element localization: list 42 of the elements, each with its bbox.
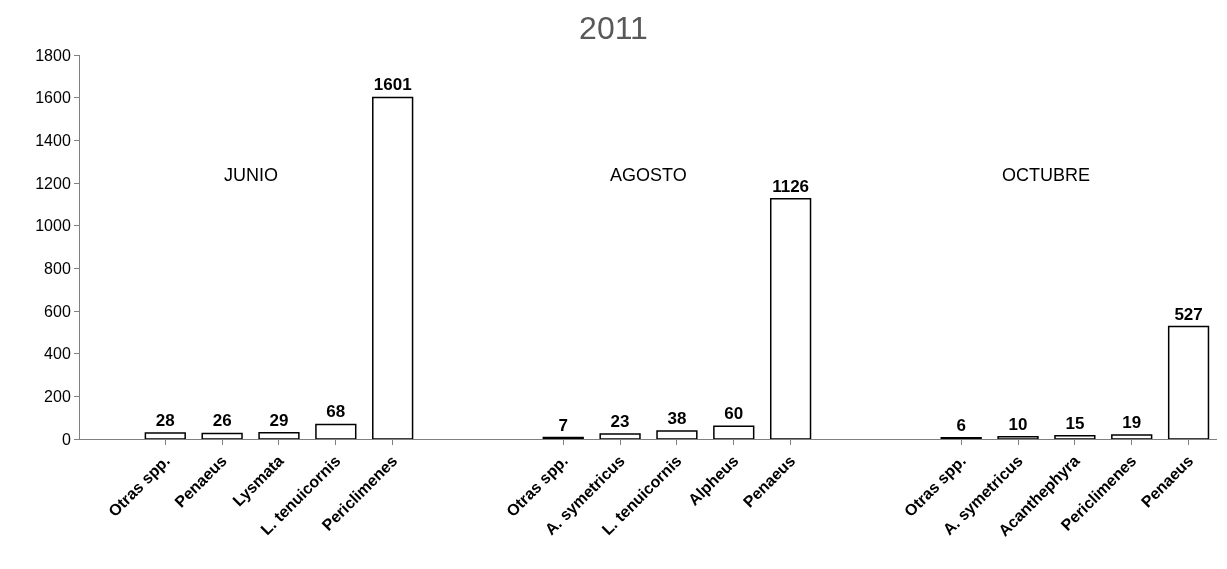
- annotation: AGOSTO: [610, 165, 687, 185]
- data-label: 23: [610, 412, 630, 432]
- data-label: 60: [724, 404, 744, 424]
- data-label: 68: [326, 402, 346, 422]
- y-tick-label: 1800: [35, 46, 71, 64]
- bar: [258, 432, 300, 439]
- data-label: 29: [269, 410, 289, 430]
- bar: [713, 425, 755, 439]
- bar: [372, 96, 414, 439]
- bar: [201, 432, 243, 439]
- annotation: OCTUBRE: [1002, 165, 1091, 185]
- y-tick-label: 1200: [35, 174, 71, 192]
- data-label: 15: [1065, 413, 1085, 433]
- data-label: 1601: [373, 75, 412, 95]
- bar: [1167, 325, 1210, 439]
- bar: [144, 432, 186, 439]
- chart-title: 2011: [579, 10, 648, 47]
- data-label: 28: [155, 411, 175, 431]
- y-tick-label: 1000: [35, 217, 71, 235]
- y-tick-label: 0: [61, 430, 71, 448]
- bar: [656, 430, 698, 439]
- data-label: 38: [667, 408, 687, 428]
- bar: [1054, 435, 1096, 439]
- y-tick-label: 200: [44, 387, 71, 405]
- data-label: 527: [1174, 304, 1203, 324]
- y-tick-label: 800: [44, 259, 71, 277]
- data-label: 26: [212, 411, 232, 431]
- data-label: 10: [1008, 414, 1028, 434]
- bar: [315, 423, 357, 439]
- bar: [997, 436, 1039, 439]
- y-tick-label: 1600: [35, 89, 71, 107]
- annotation: JUNIO: [224, 165, 278, 185]
- data-label: 6: [956, 415, 966, 435]
- y-tick-label: 400: [44, 345, 71, 363]
- bar: [769, 198, 812, 439]
- y-tick-label: 600: [44, 302, 71, 320]
- bar: [1111, 434, 1153, 439]
- data-label: 7: [558, 415, 568, 435]
- bar: [599, 433, 641, 439]
- data-label: 1126: [772, 176, 810, 196]
- data-label: 19: [1122, 412, 1142, 432]
- y-tick-label: 1400: [35, 131, 71, 149]
